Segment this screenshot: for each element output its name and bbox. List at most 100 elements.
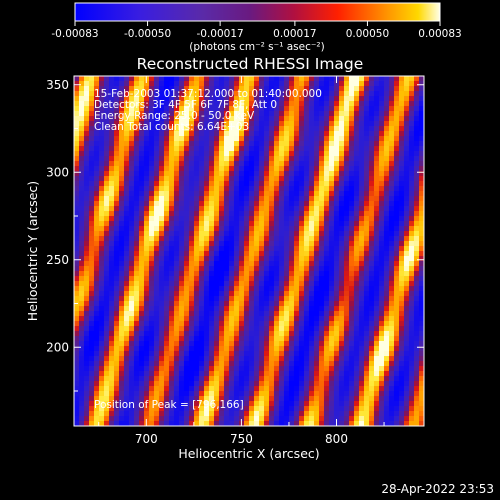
heatmap-cell (99, 226, 105, 232)
heatmap-cell (259, 361, 265, 367)
heatmap-cell (409, 156, 415, 162)
heatmap-cell (389, 376, 395, 382)
heatmap-cell (354, 246, 360, 252)
heatmap-cell (179, 91, 185, 97)
heatmap-cell (329, 161, 335, 167)
heatmap-cell (389, 146, 395, 152)
heatmap-cell (99, 246, 105, 252)
heatmap-cell (254, 401, 260, 407)
heatmap-cell (354, 141, 360, 147)
heatmap-cell (244, 246, 250, 252)
heatmap-cell (389, 286, 395, 292)
heatmap-cell (114, 406, 120, 412)
heatmap-cell (79, 121, 85, 127)
heatmap-cell (104, 311, 110, 317)
heatmap-cell (264, 206, 270, 212)
heatmap-cell (84, 166, 90, 172)
heatmap-cell (124, 201, 130, 207)
heatmap-cell (119, 376, 125, 382)
heatmap-cell (294, 396, 300, 402)
heatmap-cell (214, 421, 220, 426)
heatmap-cell (359, 296, 365, 302)
heatmap-cell (94, 361, 100, 367)
heatmap-cell (354, 176, 360, 182)
heatmap-cell (384, 286, 390, 292)
heatmap-cell (134, 321, 140, 327)
heatmap-cell (249, 271, 255, 277)
heatmap-cell (174, 146, 180, 152)
heatmap-cell (174, 301, 180, 307)
y-tick-label: 350 (46, 78, 69, 92)
heatmap-cell (179, 391, 185, 397)
heatmap-cell (379, 376, 385, 382)
heatmap-cell (179, 236, 185, 242)
heatmap-cell (194, 406, 200, 412)
heatmap-cell (334, 346, 340, 352)
heatmap-cell (379, 366, 385, 372)
heatmap-cell (184, 266, 190, 272)
heatmap-cell (384, 266, 390, 272)
heatmap-cell (319, 91, 325, 97)
heatmap-cell (79, 351, 85, 357)
heatmap-cell (99, 396, 105, 402)
heatmap-cell (419, 251, 424, 257)
heatmap-cell (174, 191, 180, 197)
heatmap-cell (149, 76, 155, 82)
heatmap-cell (179, 221, 185, 227)
heatmap-cell (124, 236, 130, 242)
heatmap-cell (284, 391, 290, 397)
heatmap-cell (399, 81, 405, 87)
heatmap-cell (419, 276, 424, 282)
heatmap-cell (309, 191, 315, 197)
heatmap-cell (169, 271, 175, 277)
heatmap-cell (309, 91, 315, 97)
heatmap-cell (304, 86, 310, 92)
heatmap-cell (384, 96, 390, 102)
heatmap-cell (389, 236, 395, 242)
heatmap-cell (209, 371, 215, 377)
heatmap-cell (124, 216, 130, 222)
heatmap-cell (194, 256, 200, 262)
heatmap-cell (134, 296, 140, 302)
heatmap-cell (294, 171, 300, 177)
heatmap-cell (309, 136, 315, 142)
heatmap-cell (209, 396, 215, 402)
heatmap-cell (369, 346, 375, 352)
heatmap-cell (129, 366, 135, 372)
heatmap-cell (334, 186, 340, 192)
heatmap-cell (154, 326, 160, 332)
heatmap-cell (209, 316, 215, 322)
heatmap-cell (174, 81, 180, 87)
heatmap-cell (279, 156, 285, 162)
heatmap-cell (344, 406, 350, 412)
heatmap-cell (109, 296, 115, 302)
heatmap-cell (234, 121, 240, 127)
heatmap-cell (339, 91, 345, 97)
heatmap-cell (174, 156, 180, 162)
heatmap-cell (284, 321, 290, 327)
heatmap-cell (119, 151, 125, 157)
heatmap-cell (374, 101, 380, 107)
heatmap-cell (104, 346, 110, 352)
heatmap-cell (334, 211, 340, 217)
heatmap-cell (289, 216, 295, 222)
heatmap-cell (274, 231, 280, 237)
heatmap-cell (259, 416, 265, 422)
heatmap-cell (154, 201, 160, 207)
heatmap-cell (229, 321, 235, 327)
heatmap-cell (219, 261, 225, 267)
heatmap-cell (354, 311, 360, 317)
heatmap-cell (209, 81, 215, 87)
heatmap-cell (244, 376, 250, 382)
heatmap-cell (404, 416, 410, 422)
heatmap-cell (259, 136, 265, 142)
heatmap-cell (189, 136, 195, 142)
heatmap-cell (369, 121, 375, 127)
heatmap-cell (369, 216, 375, 222)
heatmap-cell (194, 136, 200, 142)
heatmap-cell (194, 121, 200, 127)
heatmap-cell (144, 246, 150, 252)
heatmap-cell (114, 166, 120, 172)
heatmap-cell (349, 206, 355, 212)
heatmap-cell (109, 76, 115, 82)
